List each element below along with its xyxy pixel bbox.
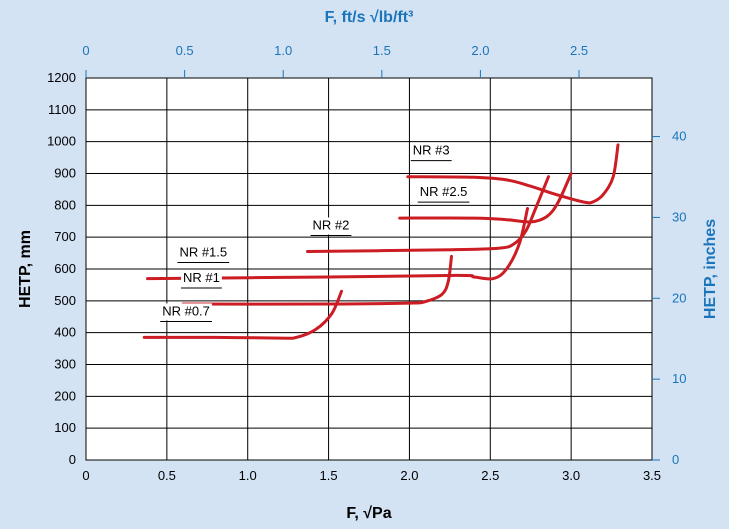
series-curves <box>142 143 620 340</box>
series-label-bg <box>177 244 230 262</box>
x-tick-label: 1.5 <box>320 468 338 483</box>
x-axis-bottom: 0 0.5 1.0 1.5 2.0 2.5 3.0 3.5 <box>82 468 661 483</box>
x-tick-label: 2.0 <box>400 468 418 483</box>
x-tick-label: 2.5 <box>481 468 499 483</box>
series-line <box>406 143 620 205</box>
x2-tick-label: 0.5 <box>176 43 194 58</box>
x2-tick-label: 0 <box>82 43 89 58</box>
y2-tick-label: 10 <box>672 371 686 386</box>
series-line <box>398 172 573 224</box>
x-tick-label: 0.5 <box>158 468 176 483</box>
x-axis-top: 0 0.5 1.0 1.5 2.0 2.5 <box>82 43 588 78</box>
series-line <box>142 289 343 340</box>
series-label-bg <box>417 184 470 202</box>
y-axis-right: 0 10 20 30 40 <box>652 129 686 467</box>
series-label: NR #1 <box>183 270 220 285</box>
x2-tick-label: 2.5 <box>570 43 588 58</box>
y-tick-label: 500 <box>54 293 76 308</box>
x-axis-title: F, √Pa <box>346 505 391 522</box>
y2-tick-label: 30 <box>672 209 686 224</box>
series-label: NR #0.7 <box>162 303 210 318</box>
x2-tick-label: 1.0 <box>274 43 292 58</box>
y-tick-label: 200 <box>54 388 76 403</box>
y2-tick-label: 0 <box>672 452 679 467</box>
y-tick-label: 400 <box>54 325 76 340</box>
x2-axis-title: F, ft/s √lb/ft³ <box>325 9 414 26</box>
y-tick-label: 300 <box>54 357 76 372</box>
series-line <box>146 207 529 281</box>
x-tick-label: 1.0 <box>239 468 257 483</box>
x-tick-label: 3.5 <box>643 468 661 483</box>
y-tick-label: 1000 <box>47 134 76 149</box>
y-tick-label: 100 <box>54 420 76 435</box>
series-labels: NR #0.7 NR #1 NR #1.5 NR #2 NR #2.5 NR #3 <box>160 142 470 322</box>
series-line <box>306 175 550 253</box>
x-tick-label: 0 <box>82 468 89 483</box>
y2-tick-label: 20 <box>672 290 686 305</box>
y-axis-left: 0 100 200 300 400 500 600 700 800 900 1000 1100 1200 <box>47 70 76 467</box>
y-axis-title: HETP, mm <box>17 230 34 308</box>
y-tick-label: 900 <box>54 166 76 181</box>
y-tick-label: 800 <box>54 197 76 212</box>
y2-tick-label: 40 <box>672 129 686 144</box>
x2-tick-label: 1.5 <box>373 43 391 58</box>
y-tick-label: 0 <box>69 452 76 467</box>
series-label-bg <box>410 142 452 160</box>
series-label: NR #3 <box>413 143 450 158</box>
y-tick-label: 1200 <box>47 70 76 85</box>
y-tick-label: 1100 <box>48 102 76 117</box>
x-tick-label: 3.0 <box>562 468 580 483</box>
series-line <box>181 254 453 306</box>
y2-axis-title: HETP, inches <box>702 219 719 319</box>
y-tick-label: 700 <box>54 229 76 244</box>
series-label: NR #2 <box>313 217 350 232</box>
y-tick-label: 600 <box>54 261 76 276</box>
grid-lines <box>85 77 653 461</box>
x2-tick-label: 2.0 <box>471 43 489 58</box>
series-label: NR #2.5 <box>420 184 468 199</box>
series-label-bg <box>160 303 212 321</box>
series-label-bg <box>181 270 222 288</box>
series-label: NR #1.5 <box>179 245 227 260</box>
series-label-bg <box>310 217 352 235</box>
